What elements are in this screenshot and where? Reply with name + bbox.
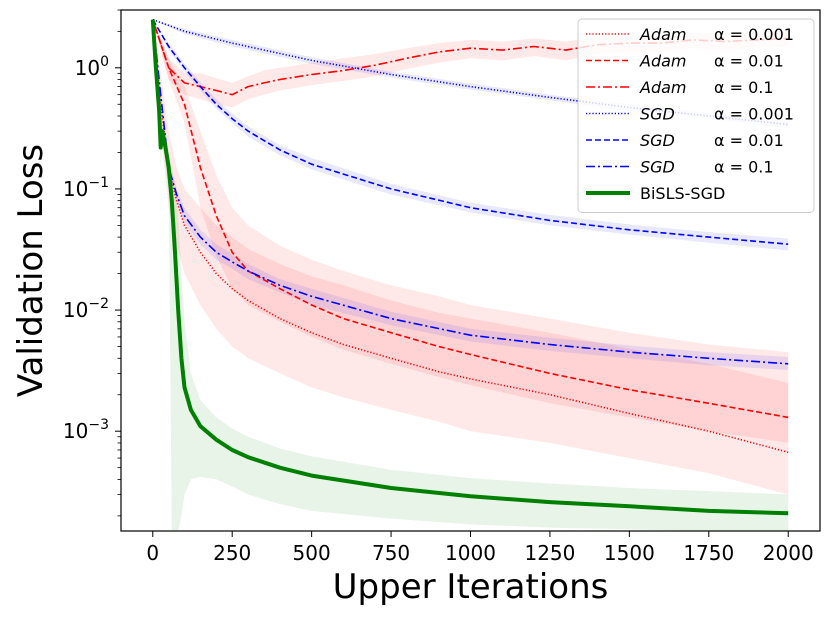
x-tick-label: 1750: [683, 541, 734, 565]
x-tick-label: 500: [293, 541, 331, 565]
legend-label: Adam α = 0.01: [639, 52, 784, 71]
x-axis-ticks: 0 250 500 750 1000 1250 1500 1750 2000: [146, 531, 814, 565]
legend-label: SGD α = 0.1: [640, 158, 774, 177]
band-adam-0-001: [152, 19, 789, 495]
x-tick-label: 2000: [763, 541, 814, 565]
legend-label: Adam α = 0.1: [639, 78, 774, 97]
x-tick-label: 250: [213, 541, 251, 565]
x-tick-label: 1250: [524, 541, 575, 565]
legend-box: [577, 18, 815, 213]
legend-label: BiSLS-SGD: [640, 184, 725, 203]
band-adam-0-01: [152, 19, 789, 443]
series-line-sgd-0-01: [152, 19, 789, 245]
x-tick-label: 0: [146, 541, 159, 565]
y-axis-title: Validation Loss: [11, 144, 51, 397]
band-sgd-0-01: [152, 19, 789, 251]
x-tick-label: 750: [372, 541, 410, 565]
y-tick-label: 100: [75, 54, 109, 80]
x-axis-title: Upper Iterations: [333, 567, 609, 607]
series-line-adam-0-001: [152, 19, 789, 454]
series-line-adam-0-01: [152, 19, 789, 419]
legend-label: Adam α = 0.001: [639, 25, 794, 44]
x-tick-label: 1500: [604, 541, 655, 565]
x-tick-label: 1000: [445, 541, 496, 565]
legend: Adam α = 0.001 Adam α = 0.01 Adam α = 0.1 SGD α…: [577, 18, 815, 213]
legend-label: SGD α = 0.01: [640, 131, 784, 150]
series-line-bisls-sgd: [150, 19, 789, 516]
series-line-sgd-0-1: [152, 19, 789, 365]
y-tick-label: 10−2: [63, 296, 109, 322]
y-tick-label: 10−1: [63, 175, 109, 201]
legend-label: SGD α = 0.001: [640, 105, 794, 124]
y-axis-ticks: 10−3 10−2 10−1 100: [63, 9, 121, 517]
y-tick-label: 10−3: [63, 417, 109, 443]
